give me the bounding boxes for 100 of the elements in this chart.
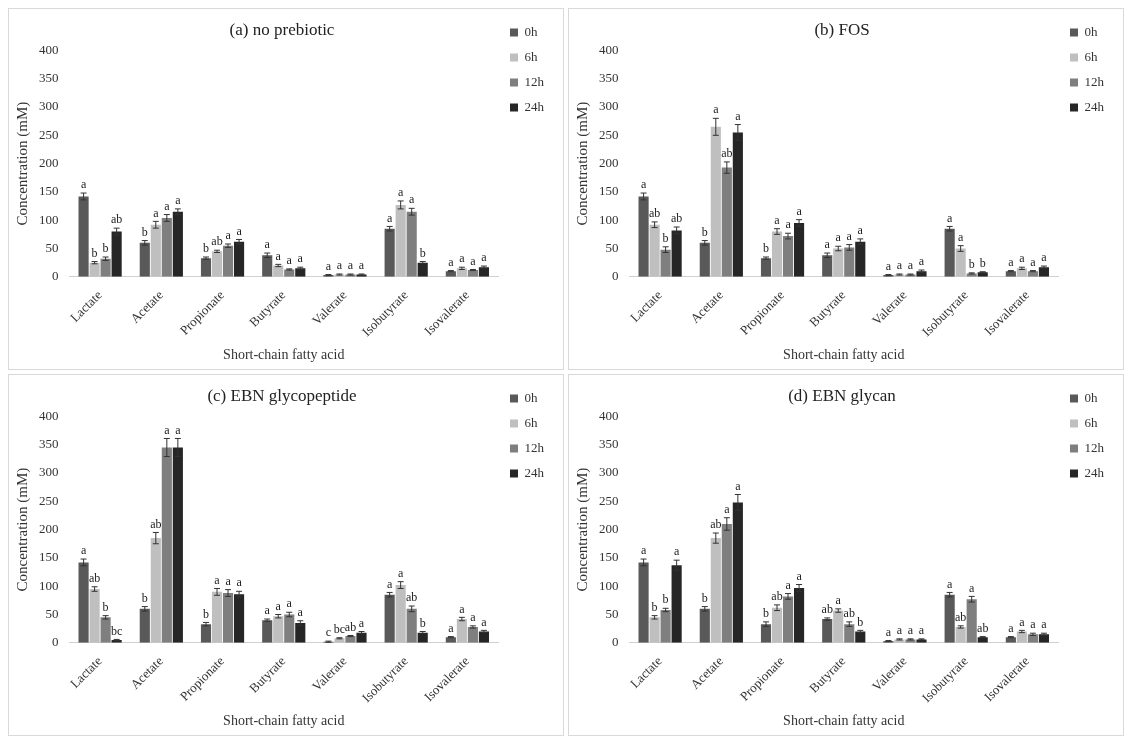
y-tick-label: 400 [599,407,619,423]
data-label: a [153,205,160,220]
data-label: ab [150,516,162,531]
data-label: a [946,576,953,591]
data-label: a [958,229,965,244]
data-label: a [735,108,742,123]
data-label: a [358,615,365,630]
data-label: a [774,212,781,227]
y-tick-label: 0 [612,268,619,284]
y-tick-label: 150 [39,183,59,199]
data-label: a [275,248,282,263]
data-label: b [91,245,98,260]
data-label: ab [648,206,661,221]
data-label: c [325,625,332,640]
data-label: a [918,623,925,638]
data-label: a [325,258,332,273]
legend-label: 24h [1084,464,1105,480]
y-tick-label: 100 [39,211,59,227]
x-axis-title: Short-chain fatty acid [223,347,345,363]
data-label: a [835,593,842,608]
data-label: a [236,223,243,238]
data-label: b [203,606,210,621]
y-axis-title: Concentration (mM) [573,467,591,592]
y-tick-label: 250 [599,492,619,508]
y-tick-label: 200 [599,521,619,537]
y-tick-label: 50 [45,239,59,255]
y-tick-label: 50 [45,605,59,621]
data-label: a [398,565,405,580]
data-label: a [264,237,271,252]
data-label: a [796,203,803,218]
y-tick-label: 100 [599,211,619,227]
data-label: a [1030,617,1037,632]
data-label: ab [771,589,783,604]
data-label: a [1041,617,1048,632]
data-label: a [640,177,647,192]
y-tick-label: 350 [599,70,619,86]
y-tick-label: 250 [39,126,59,142]
legend-label: 0h [1084,389,1098,405]
data-label: a [80,177,87,192]
data-label: a [336,258,343,273]
data-label: a [264,603,271,618]
data-label: a [785,577,792,592]
data-label: a [896,623,903,638]
data-label: ab [977,620,989,635]
data-label: b [857,614,864,629]
x-axis-title: Short-chain fatty acid [783,347,905,363]
legend-label: 0h [524,389,538,405]
data-label: a [969,580,976,595]
data-label: a [824,237,831,252]
data-label: b [651,599,658,614]
legend-label: 12h [524,439,545,455]
data-label: a [398,185,405,200]
data-label: a [164,422,171,437]
legend-label: 24h [524,464,545,480]
data-label: ab [721,146,733,161]
data-label: a [225,573,232,588]
legend-label: 0h [1084,23,1098,39]
y-tick-label: 400 [39,41,59,57]
data-label: b [763,606,770,621]
data-label: b [968,257,975,272]
data-label: a [918,254,925,269]
data-label: bc [110,623,123,638]
data-label: a [796,568,803,583]
data-label: a [164,198,171,213]
data-label: a [946,210,953,225]
data-label: a [297,251,304,266]
data-label: ab [110,212,123,227]
data-label: a [1008,254,1015,269]
data-label: b [763,241,770,256]
data-label: a [1008,620,1015,635]
data-label: a [724,501,731,516]
data-label: a [286,596,293,611]
y-tick-label: 200 [39,155,59,171]
legend-label: 24h [1084,98,1105,114]
data-label: a [713,102,720,117]
data-label: a [225,228,232,243]
legend-label: 6h [524,48,538,64]
data-label: a [347,258,354,273]
data-label: ab [710,517,722,532]
data-label: ab [821,602,833,617]
data-label: a [1030,254,1037,269]
y-tick-label: 200 [599,155,619,171]
data-label: b [662,592,669,607]
data-label: a [358,258,365,273]
data-label: a [175,193,182,208]
data-label: b [979,255,986,270]
data-label: a [386,210,393,225]
y-tick-label: 50 [605,605,619,621]
y-tick-label: 150 [39,549,59,565]
data-label: b [141,590,148,605]
y-tick-label: 300 [599,464,619,480]
legend-label: 6h [524,414,538,430]
legend-label: 24h [524,98,545,114]
data-label: ab [843,606,855,621]
y-axis-title: Concentration (mM) [573,101,591,226]
legend-label: 6h [1084,414,1098,430]
legend-label: 12h [1084,439,1105,455]
data-label: a [907,258,914,273]
legend-label: 12h [524,73,545,89]
chart-title: (d) EBN glycan [788,385,897,405]
